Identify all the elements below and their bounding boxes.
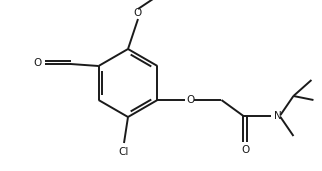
Text: O: O (241, 145, 250, 155)
Text: O: O (186, 95, 194, 105)
Text: O: O (33, 58, 42, 68)
Text: Cl: Cl (119, 147, 129, 157)
Text: O: O (134, 8, 142, 18)
Text: N: N (274, 111, 281, 121)
